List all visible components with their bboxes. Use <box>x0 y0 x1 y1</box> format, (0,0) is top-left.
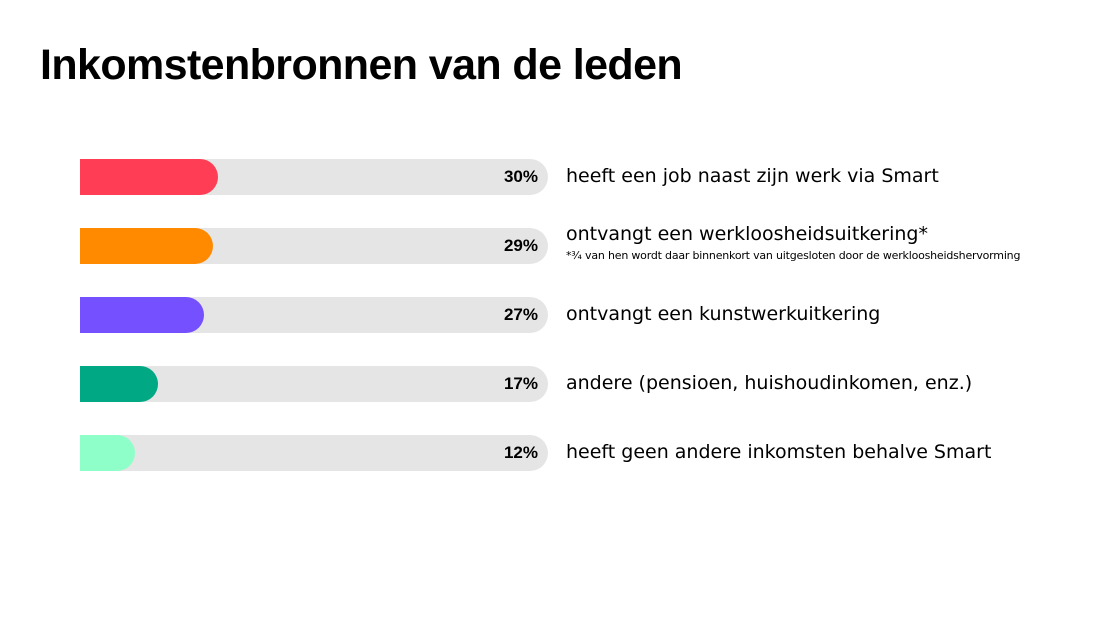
bar-category-label: andere (pensioen, huishoudinkomen, enz.) <box>566 372 973 394</box>
footnote: *¾ van hen wordt daar binnenkort van uit… <box>566 249 1021 262</box>
bar-row: 27% ontvangt een kunstwerkuitkering <box>0 297 1120 333</box>
bar-track: 17% <box>80 366 548 402</box>
bar-fill <box>80 159 218 195</box>
chart-title: Inkomstenbronnen van de leden <box>40 41 683 89</box>
bar-fill <box>80 297 205 333</box>
bar-category-label: heeft een job naast zijn werk via Smart <box>566 165 939 187</box>
bar-value-label: 17% <box>503 374 538 393</box>
bar-track: 12% <box>80 435 548 471</box>
bar-category-label: ontvangt een kunstwerkuitkering <box>566 303 881 325</box>
bar-fill <box>80 366 159 402</box>
bar-category-label: heeft geen andere inkomsten behalve Smar… <box>566 441 992 463</box>
bar-fill <box>80 435 136 471</box>
bar-row: 12% heeft geen andere inkomsten behalve … <box>0 435 1120 471</box>
bar-track: 30% <box>80 159 548 195</box>
bar-track: 29% <box>80 228 548 264</box>
bar-value-label: 12% <box>503 443 538 462</box>
bar-value-label: 30% <box>503 167 538 186</box>
bar-value-label: 29% <box>503 236 538 255</box>
bar-row: 29% ontvangt een werkloosheidsuitkering*… <box>0 223 1120 264</box>
bar-row: 17% andere (pensioen, huishoudinkomen, e… <box>0 366 1120 402</box>
bar-row: 30% heeft een job naast zijn werk via Sm… <box>0 159 1120 195</box>
bar-value-label: 27% <box>503 305 538 324</box>
bar-fill <box>80 228 214 264</box>
bar-category-label: ontvangt een werkloosheidsuitkering* <box>566 223 928 245</box>
bar-track: 27% <box>80 297 548 333</box>
